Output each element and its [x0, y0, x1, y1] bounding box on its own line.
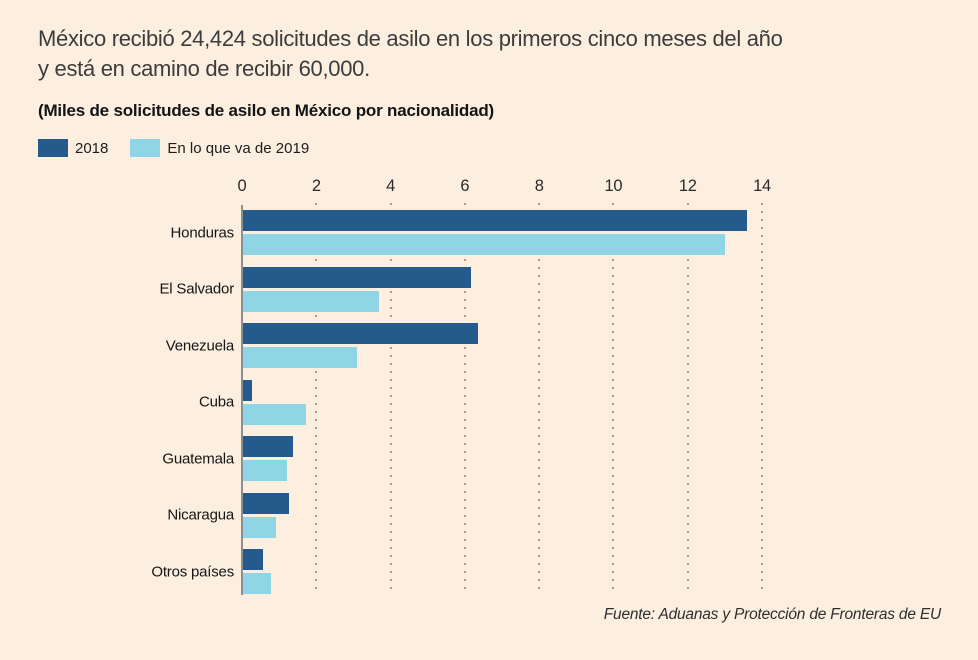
- gridline: [389, 203, 392, 593]
- chart-title-line-2: y está en camino de recibir 60,000.: [38, 56, 370, 81]
- legend-item-2019: En lo que va de 2019: [130, 139, 309, 157]
- bar-2019: [243, 290, 380, 312]
- bar-2019: [243, 234, 725, 255]
- category-label: Cuba: [198, 393, 234, 411]
- gridline: [463, 203, 466, 593]
- legend-swatch-2019: [130, 139, 161, 157]
- legend-swatch-2018: [38, 139, 68, 157]
- x-axis-ticks: 0 2 4 6 8 10 12 14: [238, 177, 772, 197]
- bar-group: Nicaragua: [167, 492, 758, 538]
- x-tick-label: 10: [604, 177, 623, 195]
- bar-2018: [243, 436, 293, 457]
- bar-2018: [243, 492, 289, 514]
- gridline: [538, 203, 541, 593]
- category-label: Honduras: [170, 224, 235, 241]
- chart-title-line-1: México recibió 24,424 solicitudes de asi…: [38, 26, 783, 51]
- source-text: Fuente: Aduanas y Protección de Frontera…: [603, 606, 941, 623]
- x-tick-label: 12: [678, 177, 697, 195]
- x-tick-label: 6: [460, 177, 470, 195]
- bar-2019: [243, 403, 306, 425]
- category-label: Venezuela: [165, 337, 234, 354]
- x-tick-label: 0: [237, 177, 247, 195]
- y-axis-line: [241, 205, 243, 595]
- category-label: Nicaragua: [167, 506, 234, 524]
- bar-group: Honduras: [171, 210, 758, 255]
- chart-subtitle: (Miles de solicitudes de asilo en México…: [38, 101, 495, 120]
- bar-group: Cuba: [199, 379, 758, 425]
- bar-group: Venezuela: [166, 323, 758, 368]
- x-tick-label: 8: [534, 177, 544, 195]
- bar-2018: [243, 210, 747, 231]
- gridline: [612, 203, 615, 593]
- category-label: Guatemala: [162, 450, 234, 467]
- legend-item-2018: 2018: [38, 139, 108, 157]
- legend-label-2019: En lo que va de 2019: [167, 139, 310, 157]
- gridline: [315, 203, 318, 593]
- x-tick-label: 2: [311, 177, 321, 195]
- gridline: [761, 203, 763, 593]
- legend: 2018 En lo que va de 2019: [38, 139, 309, 157]
- x-tick-label: 14: [753, 177, 771, 195]
- category-label: El Salvador: [159, 280, 234, 298]
- plot-area: Honduras El Salvador Venezuela Cuba Guatemal…: [151, 210, 758, 595]
- category-label: Otros países: [151, 563, 234, 580]
- gridline: [686, 203, 689, 593]
- bar-2018: [243, 323, 479, 344]
- bar-2019: [243, 573, 271, 594]
- bar-group: Otros países: [151, 549, 758, 594]
- bar-2019: [243, 347, 358, 368]
- bar-2019: [243, 516, 277, 538]
- bar-group: Guatemala: [162, 436, 758, 481]
- gridlines: [242, 203, 763, 593]
- bar-2018: [243, 266, 472, 288]
- bar-group: El Salvador: [159, 266, 758, 312]
- bar-2018: [243, 549, 264, 570]
- legend-label-2018: 2018: [75, 139, 109, 157]
- chart-title: México recibió 24,424 solicitudes de asi…: [38, 24, 783, 84]
- bar-2019: [243, 460, 288, 481]
- bar-2018: [243, 379, 253, 401]
- x-tick-label: 4: [386, 177, 396, 195]
